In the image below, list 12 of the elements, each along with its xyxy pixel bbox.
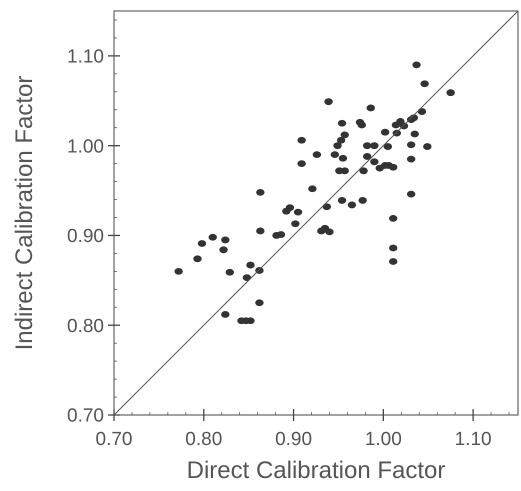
y-axis-title: Indirect Calibration Factor [11, 76, 38, 350]
y-tick-label: 0.90 [67, 226, 104, 248]
y-tick-label: 1.00 [67, 136, 104, 158]
x-tick-label: 0.80 [185, 429, 222, 450]
x-tick-label: 0.70 [96, 429, 132, 450]
y-tick-label: 0.80 [67, 316, 104, 337]
y-tick-label: 1.10 [67, 46, 104, 68]
x-tick-label: 1.10 [454, 429, 492, 450]
y-tick-label: 0.70 [67, 406, 104, 427]
x-axis-title: Direct Calibration Factor [186, 457, 446, 484]
x-tick-label: 0.90 [275, 429, 312, 450]
x-tick-label: 1.00 [364, 429, 402, 450]
